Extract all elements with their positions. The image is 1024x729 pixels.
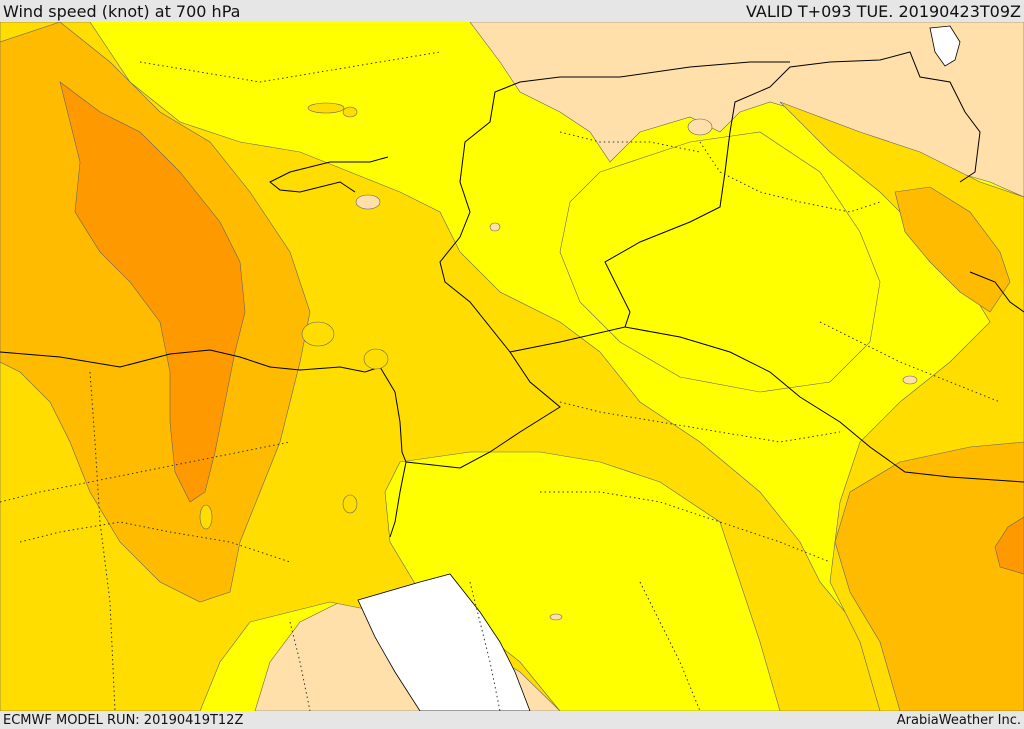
band-strongest-core xyxy=(59,81,246,503)
map-header: Wind speed (knot) at 700 hPa VALID T+093… xyxy=(0,0,1024,22)
band-light-east-pocket xyxy=(559,131,881,393)
wind-speed-map[interactable] xyxy=(0,22,1024,711)
band-strongest-east xyxy=(994,516,1024,575)
model-run: ECMWF MODEL RUN: 20190419T12Z xyxy=(3,712,244,728)
lake-top-right xyxy=(929,25,961,67)
valid-time: VALID T+093 TUE. 20190423T09Z xyxy=(745,1,1021,21)
map-title: Wind speed (knot) at 700 hPa xyxy=(3,1,241,21)
band-strong-east xyxy=(834,441,1024,711)
province-boundaries xyxy=(0,51,1001,711)
band-light-south-pocket xyxy=(384,451,781,711)
small-water-bodies xyxy=(355,118,918,621)
map-footer: ECMWF MODEL RUN: 20190419T12Z ArabiaWeat… xyxy=(0,711,1024,729)
band-strong-blob-tr xyxy=(894,186,1011,313)
red-sea xyxy=(357,573,531,711)
band-lightest-north xyxy=(469,22,1024,198)
map-canvas xyxy=(0,22,1024,711)
credit: ArabiaWeather Inc. xyxy=(896,712,1021,728)
country-borders xyxy=(0,51,1024,538)
small-islands-mid xyxy=(199,102,389,530)
